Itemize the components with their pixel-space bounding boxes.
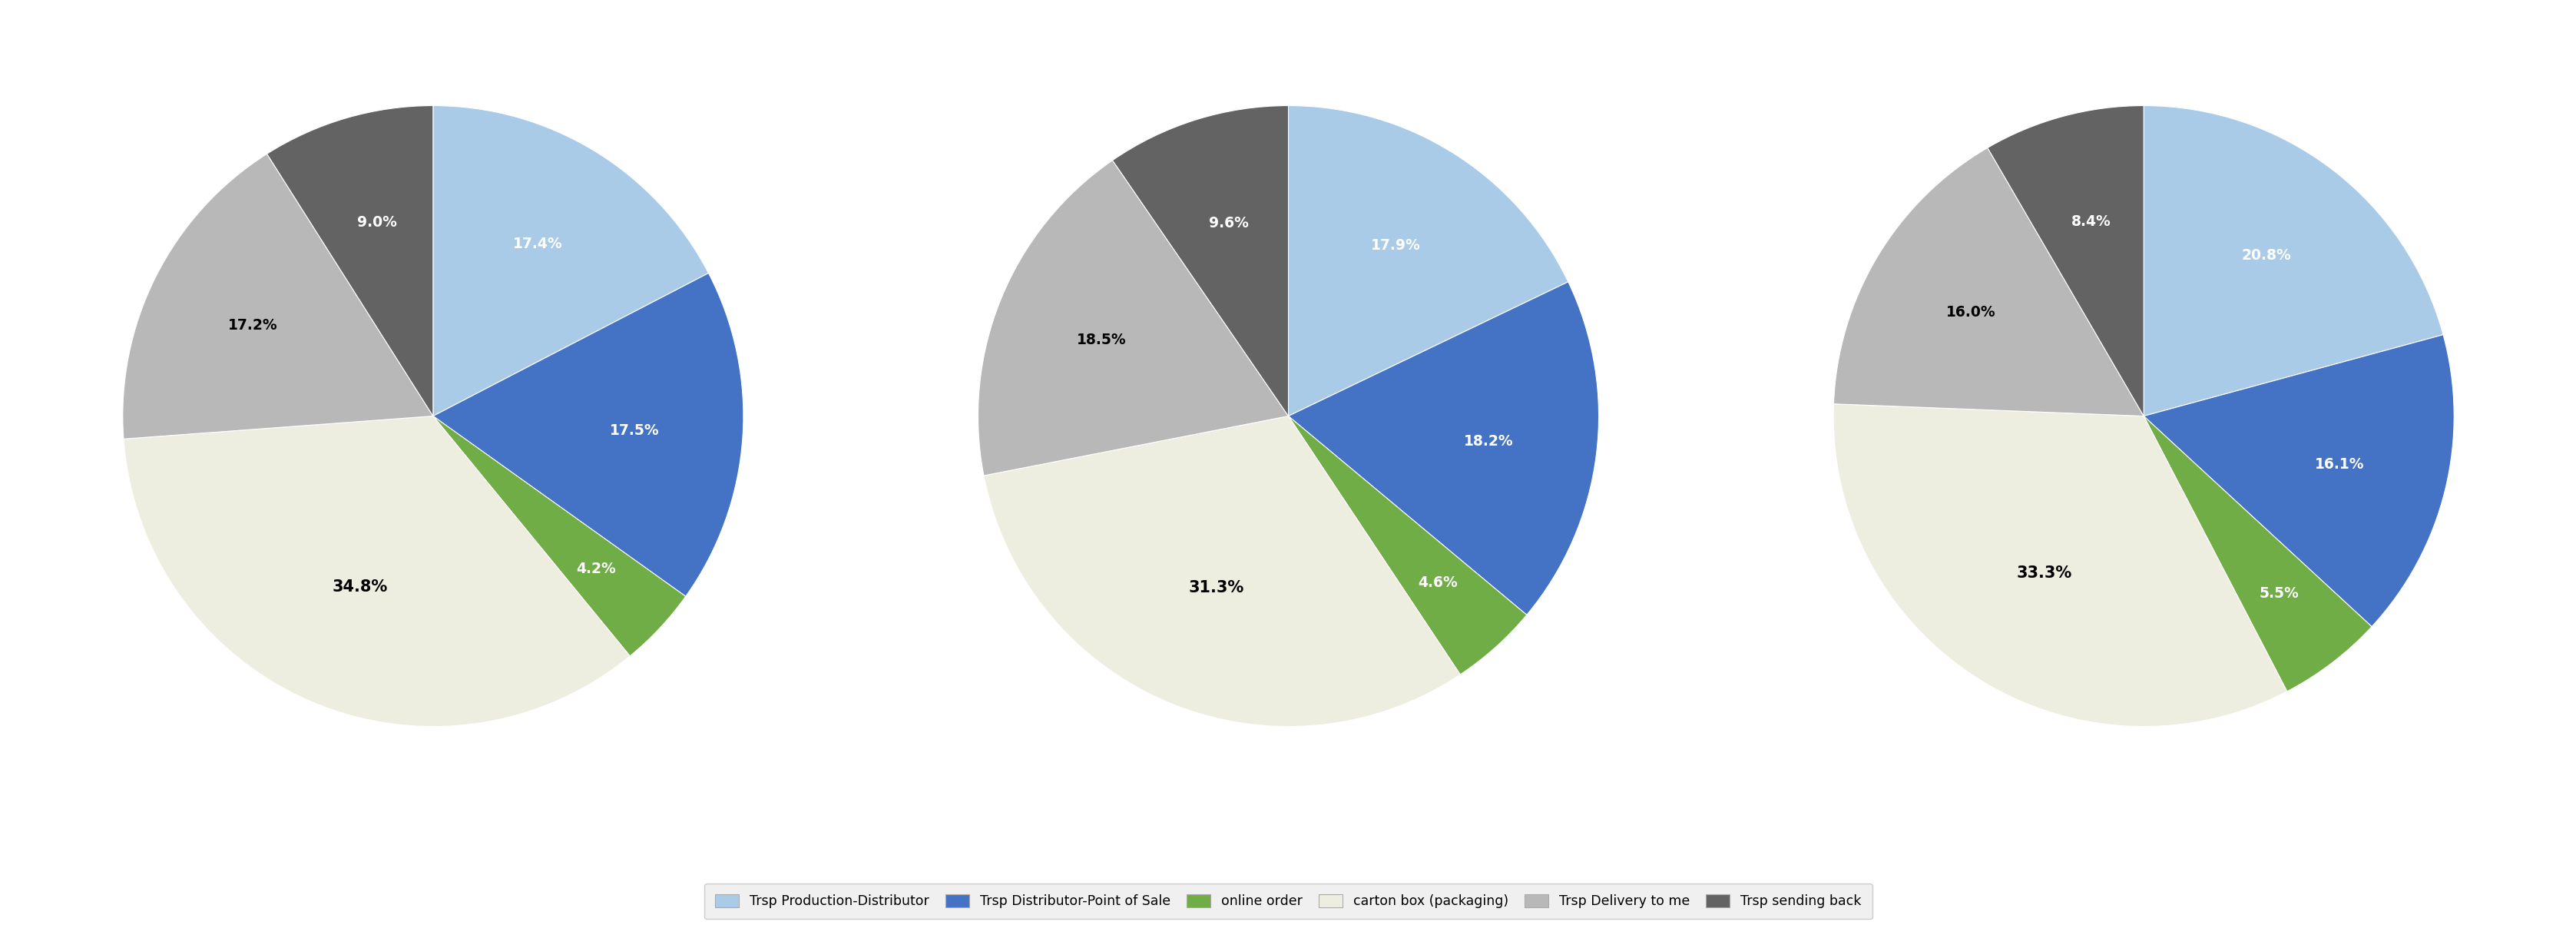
Wedge shape	[433, 416, 685, 656]
Wedge shape	[2143, 106, 2442, 416]
Wedge shape	[984, 416, 1461, 726]
Text: 17.9%: 17.9%	[1370, 238, 1419, 252]
Wedge shape	[124, 154, 433, 439]
Wedge shape	[2143, 335, 2452, 626]
Wedge shape	[124, 416, 629, 726]
Wedge shape	[1986, 106, 2143, 416]
Text: 9.6%: 9.6%	[1208, 216, 1249, 231]
Wedge shape	[1288, 416, 1525, 674]
Wedge shape	[433, 106, 708, 416]
Text: 31.3%: 31.3%	[1188, 581, 1244, 596]
Text: 17.4%: 17.4%	[513, 237, 562, 251]
Wedge shape	[1113, 106, 1288, 416]
Wedge shape	[979, 160, 1288, 476]
Text: 33.3%: 33.3%	[2014, 566, 2071, 581]
Text: 18.5%: 18.5%	[1077, 333, 1126, 347]
Text: 17.5%: 17.5%	[611, 423, 659, 438]
Text: 17.2%: 17.2%	[229, 318, 278, 333]
Wedge shape	[433, 273, 742, 597]
Wedge shape	[1288, 106, 1569, 416]
Text: 20.8%: 20.8%	[2241, 249, 2290, 263]
Wedge shape	[1834, 148, 2143, 416]
Text: 34.8%: 34.8%	[332, 580, 386, 595]
Text: 16.1%: 16.1%	[2313, 457, 2365, 471]
Text: 8.4%: 8.4%	[2071, 214, 2110, 228]
Wedge shape	[1288, 281, 1597, 615]
Text: 16.0%: 16.0%	[1945, 305, 1994, 320]
Wedge shape	[1834, 404, 2287, 726]
Text: 9.0%: 9.0%	[358, 215, 397, 230]
Text: 5.5%: 5.5%	[2259, 586, 2298, 601]
Wedge shape	[2143, 416, 2370, 691]
Text: 4.6%: 4.6%	[1417, 575, 1458, 590]
Text: 18.2%: 18.2%	[1463, 434, 1512, 448]
Legend: Trsp Production-Distributor, Trsp Distributor-Point of Sale, online order, carto: Trsp Production-Distributor, Trsp Distri…	[703, 884, 1873, 919]
Text: 4.2%: 4.2%	[577, 561, 616, 576]
Wedge shape	[268, 106, 433, 416]
